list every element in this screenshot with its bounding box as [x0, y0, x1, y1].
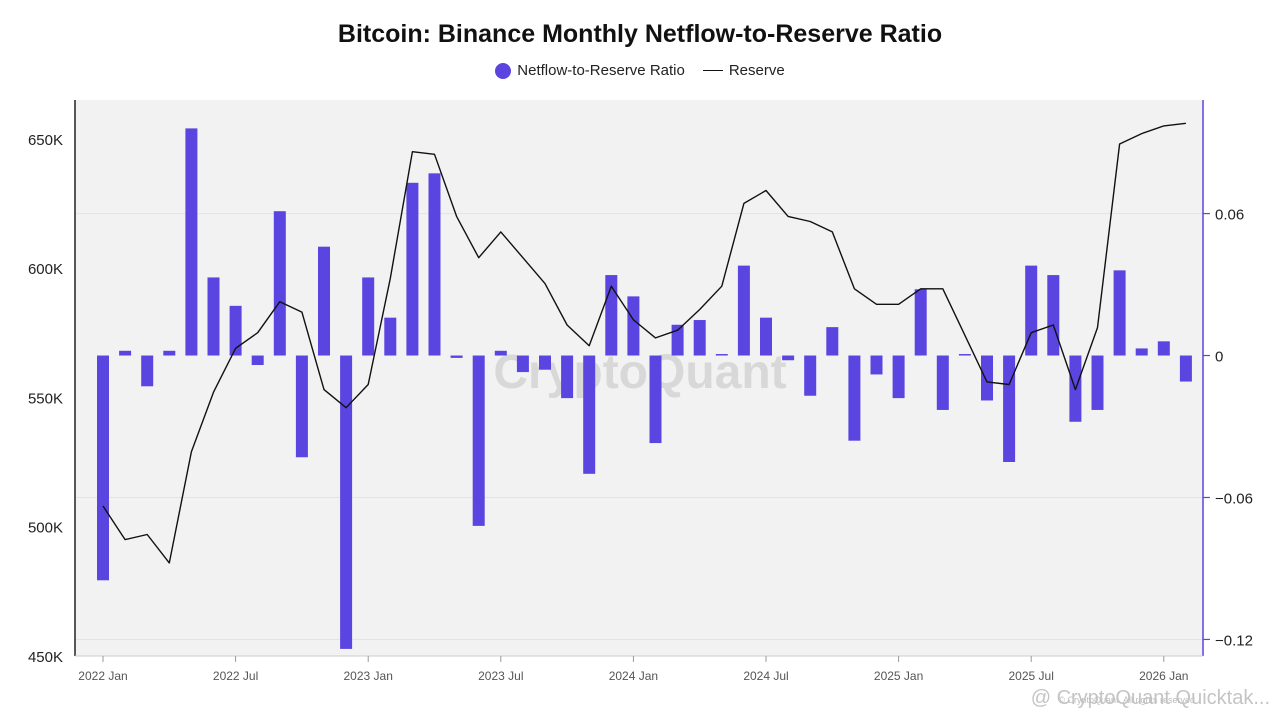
x-tick-label: 2022 Jan	[78, 669, 127, 683]
y-right-tick-label: −0.12	[1215, 632, 1253, 649]
bar[interactable]	[671, 324, 684, 356]
bar[interactable]	[1135, 348, 1148, 356]
bar[interactable]	[428, 173, 441, 356]
legend: Netflow-to-Reserve Ratio Reserve	[0, 62, 1280, 79]
bar[interactable]	[848, 355, 861, 441]
legend-item-reserve[interactable]: Reserve	[702, 62, 785, 79]
bar[interactable]	[715, 354, 728, 356]
bar[interactable]	[229, 305, 242, 356]
bar[interactable]	[406, 182, 419, 356]
legend-item-ratio[interactable]: Netflow-to-Reserve Ratio	[495, 62, 685, 79]
y-right-tick-label: 0.06	[1215, 207, 1244, 224]
legend-dot-icon	[495, 62, 512, 79]
y-left-tick-label: 550K	[28, 390, 63, 407]
x-tick-label: 2022 Jul	[213, 669, 258, 683]
bar[interactable]	[1157, 341, 1170, 356]
bar[interactable]	[760, 317, 772, 356]
bar[interactable]	[1025, 265, 1038, 356]
legend-label-ratio: Netflow-to-Reserve Ratio	[517, 62, 685, 79]
bar[interactable]	[251, 355, 264, 365]
x-tick-label: 2024 Jan	[609, 669, 658, 683]
y-left-tick-label: 450K	[28, 649, 63, 666]
x-tick-label: 2023 Jul	[478, 669, 523, 683]
x-tick-label: 2026 Jan	[1139, 669, 1188, 683]
bar[interactable]	[207, 277, 220, 356]
chart-title: Bitcoin: Binance Monthly Netflow-to-Rese…	[337, 20, 943, 48]
bar[interactable]	[340, 355, 353, 649]
bar[interactable]	[494, 350, 507, 356]
bar[interactable]	[804, 355, 817, 396]
bar[interactable]	[627, 296, 640, 356]
x-tick-label: 2024 Jul	[743, 669, 788, 683]
copyright-text: © CryptoQuant. All rights reserved	[1058, 695, 1195, 705]
bar[interactable]	[981, 355, 993, 401]
bar[interactable]	[516, 355, 529, 373]
footer-watermark: @ CryptoQuant Quicktak...	[1030, 687, 1270, 709]
bar[interactable]	[1047, 275, 1060, 356]
bar[interactable]	[958, 354, 971, 356]
bar[interactable]	[119, 350, 132, 356]
bar[interactable]	[472, 355, 485, 526]
bar[interactable]	[826, 327, 839, 356]
bar[interactable]	[693, 320, 706, 356]
bar[interactable]	[273, 211, 286, 356]
x-tick-label: 2023 Jan	[344, 669, 393, 683]
y-left-tick-label: 600K	[28, 261, 63, 278]
bar[interactable]	[539, 355, 551, 370]
bar[interactable]	[649, 355, 662, 444]
bar[interactable]	[97, 355, 109, 581]
bar[interactable]	[185, 128, 198, 356]
bar[interactable]	[141, 355, 154, 387]
bar[interactable]	[1091, 355, 1104, 410]
y-right-tick-label: −0.06	[1215, 490, 1253, 507]
bar[interactable]	[892, 355, 905, 399]
legend-label-reserve: Reserve	[728, 62, 785, 79]
bar[interactable]	[384, 317, 397, 356]
bar[interactable]	[1113, 270, 1126, 356]
watermark-logo: CryptoQuant	[493, 346, 786, 399]
x-tick-label: 2025 Jan	[874, 669, 923, 683]
y-right-tick-label: 0	[1215, 349, 1223, 366]
bar[interactable]	[163, 350, 176, 356]
bar[interactable]	[318, 246, 330, 356]
bar[interactable]	[737, 265, 750, 356]
y-left-tick-label: 650K	[28, 132, 63, 149]
x-tick-label: 2025 Jul	[1009, 669, 1054, 683]
bar[interactable]	[914, 289, 927, 356]
legend-line-icon	[702, 70, 723, 71]
bar[interactable]	[295, 355, 308, 458]
reserve-line[interactable]	[102, 122, 1186, 564]
bar[interactable]	[450, 355, 463, 358]
bar[interactable]	[782, 355, 795, 361]
bar[interactable]	[583, 355, 596, 474]
bar[interactable]	[561, 355, 574, 399]
bar[interactable]	[936, 355, 949, 410]
bar[interactable]	[1003, 355, 1016, 462]
bar[interactable]	[362, 277, 375, 356]
bar[interactable]	[870, 355, 883, 375]
y-left-tick-label: 500K	[28, 520, 63, 537]
bar[interactable]	[1179, 355, 1192, 382]
